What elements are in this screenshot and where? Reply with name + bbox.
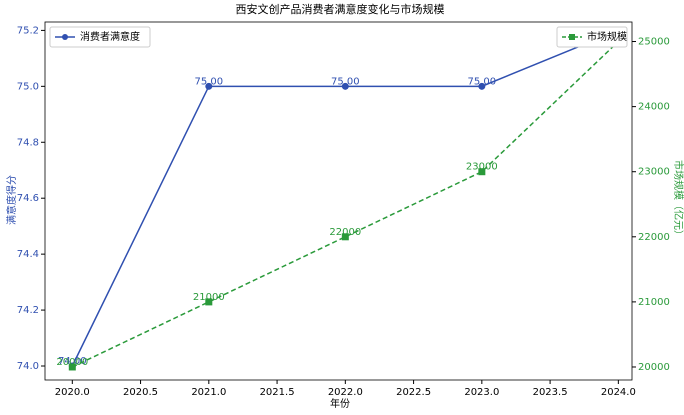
x-tick-label: 2023.5 — [533, 387, 568, 398]
y2-tick-label: 24000 — [638, 102, 670, 113]
y-tick-label: 74.0 — [17, 361, 39, 372]
y-tick-label: 75.2 — [17, 25, 39, 36]
x-axis-label: 年份 — [330, 397, 350, 410]
x-tick-label: 2021.5 — [260, 387, 295, 398]
legend-box — [49, 26, 151, 48]
data-label: 75.00 — [468, 76, 497, 87]
data-label: 21000 — [193, 292, 225, 303]
point — [68, 363, 76, 371]
data-label: 75.00 — [194, 76, 223, 87]
y2-tick-label: 22000 — [638, 232, 670, 243]
y2-tick-label: 25000 — [638, 37, 670, 48]
y2-tick-label: 20000 — [638, 362, 670, 373]
x-tick-label: 2022.0 — [328, 387, 363, 398]
plot-frame — [44, 21, 633, 381]
data-label: 74.00 — [58, 356, 87, 367]
legend-marker — [62, 34, 68, 40]
x-tick-label: 2020.5 — [123, 387, 158, 398]
y-tick-label: 74.2 — [17, 305, 39, 316]
y-tick-label: 75.0 — [17, 81, 39, 92]
y2-tick-label: 23000 — [638, 167, 670, 178]
x-tick-label: 2021.0 — [191, 387, 226, 398]
x-tick-label: 2022.5 — [396, 387, 431, 398]
x-tick-label: 2020.0 — [55, 387, 90, 398]
y-axis-label: 满意度得分 — [5, 175, 18, 225]
legend-label: 市场规模 — [587, 30, 627, 43]
y2-tick-label: 21000 — [638, 297, 670, 308]
data-label: 22000 — [329, 227, 361, 238]
y2-axis-label: 市场规模（亿元） — [672, 160, 684, 240]
point — [478, 82, 486, 90]
y-tick-label: 74.6 — [17, 193, 39, 204]
point — [341, 82, 349, 90]
data-label: 75.00 — [331, 76, 360, 87]
legend-label: 消费者满意度 — [80, 30, 140, 43]
legend-box — [556, 26, 628, 48]
y-tick-label: 74.8 — [17, 137, 39, 148]
point — [205, 298, 213, 306]
x-tick-label: 2023.0 — [464, 387, 499, 398]
point — [478, 168, 486, 176]
data-label: 23000 — [466, 162, 498, 173]
y-tick-label: 74.4 — [17, 249, 39, 260]
point — [341, 233, 349, 241]
point — [205, 82, 213, 90]
data-label: 20000 — [56, 357, 88, 368]
series-line — [71, 40, 619, 368]
legend-marker — [569, 34, 575, 40]
x-tick-label: 2024.0 — [601, 387, 636, 398]
chart-title: 西安文创产品消费者满意度变化与市场规模 — [236, 2, 445, 16]
